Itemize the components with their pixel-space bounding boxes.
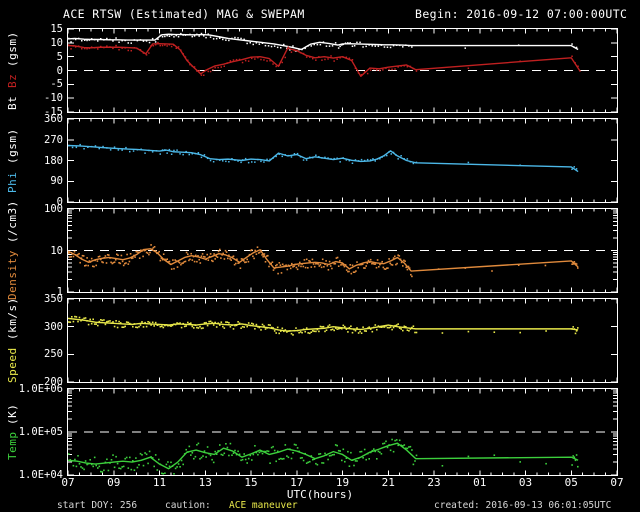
plot-panel-phi — [67, 118, 618, 203]
y-tick-speed-200: 200 — [44, 376, 63, 388]
y-axis-label-part-gsm: (gsm) — [6, 128, 19, 165]
x-tick-17-5: 17 — [290, 476, 304, 489]
plot-panel-speed — [67, 298, 618, 383]
x-tick-15-4: 15 — [244, 476, 258, 489]
y-axis-label-part-speed: Speed — [6, 340, 19, 384]
x-tick-07-0: 07 — [61, 476, 75, 489]
x-tick-19-6: 19 — [335, 476, 350, 489]
footer-created: created: 2016-09-13 06:01:05UTC — [434, 500, 612, 511]
y-tick-phi-180: 180 — [44, 154, 63, 167]
y-tick-bt-bz--10: -10 — [44, 92, 63, 105]
x-tick-01-9: 01 — [473, 476, 487, 489]
footer-caution-value: ACE maneuver — [229, 500, 298, 511]
y-tick-phi-0: 0 — [56, 196, 63, 208]
y-tick-temp-1.0E+06: 1.0E+06 — [18, 383, 63, 395]
x-tick-07-12: 07 — [610, 476, 624, 489]
x-tick-09-1: 09 — [107, 476, 121, 489]
x-axis-title: UTC(hours) — [286, 488, 354, 501]
begin-timestamp: Begin: 2016-09-12 07:00:00UTC — [415, 7, 628, 21]
y-axis-label-speed: Speed (km/s) — [6, 297, 19, 384]
y-tick-speed-350: 350 — [44, 293, 63, 305]
footer-caution-label: caution: — [165, 500, 211, 511]
y-tick-speed-250: 250 — [44, 348, 63, 361]
y-tick-phi-360: 360 — [44, 113, 63, 125]
y-axis-label-part-bz: Bz — [6, 66, 19, 89]
plot-panel-density — [67, 208, 618, 293]
y-axis-label-part-phi: Phi — [6, 164, 19, 193]
x-tick-23-8: 23 — [427, 476, 441, 489]
x-tick-11-2: 11 — [152, 476, 167, 489]
y-tick-phi-90: 90 — [50, 175, 63, 188]
y-tick-bt-bz-5: 5 — [56, 50, 63, 63]
y-tick-bt-bz-15: 15 — [50, 23, 63, 35]
y-axis-label-phi: Phi (gsm) — [6, 120, 19, 201]
plot-panel-bt-bz — [67, 28, 618, 113]
y-tick-speed-300: 300 — [44, 320, 63, 333]
footer-start-doy: start DOY: 256 — [57, 500, 138, 511]
y-tick-bt-bz-10: 10 — [50, 36, 63, 49]
y-tick-bt-bz--5: -5 — [50, 78, 63, 91]
y-axis-label-part-gsm: (gsm) — [6, 31, 19, 67]
x-tick-13-3: 13 — [198, 476, 212, 489]
x-tick-05-11: 05 — [564, 476, 578, 489]
y-tick-temp-1.0E+04: 1.0E+04 — [18, 469, 63, 481]
y-tick-density-10: 10 — [50, 244, 63, 257]
x-tick-21-7: 21 — [381, 476, 395, 489]
y-tick-bt-bz--15: -15 — [44, 106, 63, 118]
y-axis-label-part-density: Density — [6, 243, 19, 301]
y-tick-temp-1.0E+05: 1.0E+05 — [18, 426, 63, 438]
y-axis-label-bt-bz: Bt Bz (gsm) — [6, 30, 19, 111]
plot-panel-temp — [67, 388, 618, 476]
x-tick-03-10: 03 — [518, 476, 533, 489]
y-axis-label-part-kms: (km/s) — [6, 297, 19, 341]
y-axis-label-part-bt: Bt — [6, 88, 19, 110]
y-axis-label-temp: Temp (K) — [6, 390, 19, 474]
y-axis-label-part-temp: Temp — [6, 424, 19, 461]
y-tick-density-1: 1 — [56, 286, 63, 298]
y-tick-density-100: 100 — [44, 203, 63, 215]
y-tick-bt-bz-0: 0 — [56, 64, 63, 77]
y-axis-label-density: Density (/cm3) — [6, 201, 19, 301]
y-tick-phi-270: 270 — [44, 133, 63, 146]
page-title: ACE RTSW (Estimated) MAG & SWEPAM — [63, 7, 305, 21]
y-axis-label-part-cm3: (/cm3) — [6, 200, 19, 244]
y-axis-label-part-k: (K) — [6, 403, 19, 425]
